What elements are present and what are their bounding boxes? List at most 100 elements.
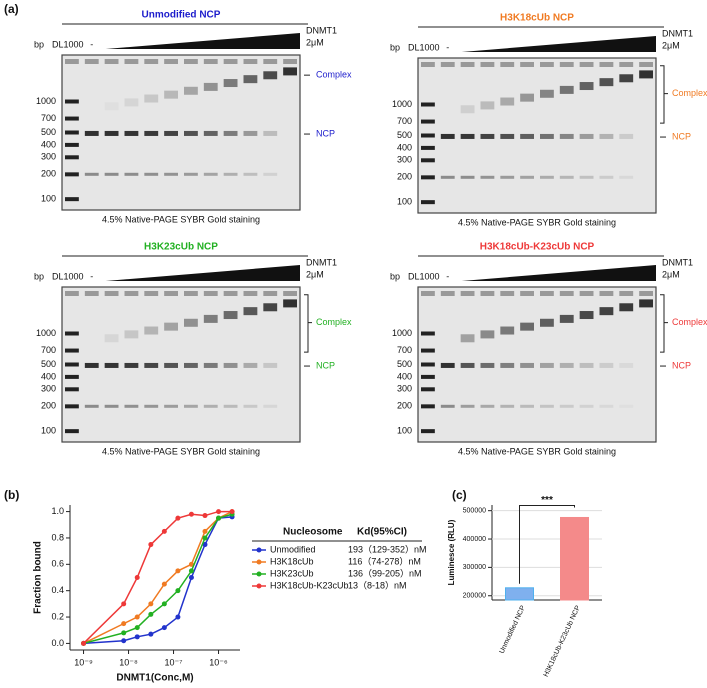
complex-band (184, 86, 198, 95)
well (639, 291, 653, 296)
marker-label: 300 (397, 155, 412, 165)
free-band (203, 172, 218, 176)
data-point (202, 542, 208, 548)
marker-label: 300 (397, 384, 412, 394)
complex-label: Complex (316, 70, 352, 80)
legend-dot (256, 547, 262, 553)
data-point (134, 634, 140, 640)
marker-label: 1000 (392, 328, 412, 338)
complex-band (283, 299, 297, 308)
titration-wedge (461, 265, 656, 281)
free-band (164, 404, 178, 408)
complex-band (104, 334, 119, 343)
ladder-band (65, 348, 79, 353)
ncp-band (579, 133, 594, 139)
data-point (148, 542, 154, 548)
titrant-label: DNMT1 (306, 257, 337, 267)
titrant-label: DNMT1 (662, 28, 693, 38)
ncp-band (440, 133, 455, 139)
ladder-band (65, 374, 79, 379)
sig-bracket (519, 504, 575, 584)
ladder-band (65, 142, 79, 147)
ncp-label: NCP (672, 360, 691, 370)
data-point (188, 575, 194, 580)
control-label: - (90, 271, 93, 281)
free-band (144, 404, 159, 408)
well (263, 59, 278, 64)
titrant-label: DNMT1 (662, 257, 693, 267)
well (223, 59, 238, 64)
gel-caption: 4.5% Native-PAGE SYBR Gold staining (458, 446, 616, 456)
data-point (148, 601, 154, 607)
free-band (579, 404, 594, 408)
y-tick-label: 0.8 (51, 532, 64, 542)
panel-label: (b) (4, 488, 19, 502)
data-point (188, 568, 194, 574)
free-band (144, 172, 159, 176)
well (84, 291, 99, 296)
ncp-band (619, 362, 634, 368)
complex-band (223, 79, 238, 88)
y-tick-label: 400000 (463, 536, 486, 543)
data-point (202, 535, 208, 541)
marker-label: 200 (41, 401, 56, 411)
free-band (263, 172, 278, 176)
conc-label: 2μM (306, 269, 324, 279)
well (559, 291, 574, 296)
y-tick-label: 500000 (463, 508, 486, 515)
ncp-band (559, 362, 574, 368)
free-band (480, 175, 495, 179)
data-point (134, 575, 140, 580)
data-point (202, 513, 208, 519)
complex-band (540, 89, 554, 98)
control-label: - (446, 271, 449, 281)
ncp-band (243, 362, 258, 368)
ladder-label: DL1000 (52, 271, 84, 281)
ncp-band (243, 130, 258, 136)
free-band (500, 404, 515, 408)
ncp-band (619, 133, 634, 139)
well (65, 291, 79, 296)
free-band (460, 175, 475, 179)
conc-label: 2μM (662, 40, 680, 50)
data-point (121, 630, 127, 636)
free-band (84, 172, 99, 176)
complex-bracket (660, 294, 668, 353)
legend-name: Unmodified (270, 544, 316, 554)
ncp-band (144, 130, 159, 136)
free-band (520, 175, 534, 179)
complex-band (263, 303, 278, 312)
marker-label: 300 (41, 384, 56, 394)
free-band (619, 405, 633, 408)
free-band (559, 175, 574, 179)
ladder-band (421, 119, 435, 124)
data-point (216, 515, 222, 521)
complex-band (619, 303, 634, 312)
ladder-band (65, 429, 79, 434)
free-band (223, 172, 238, 176)
free-band (599, 404, 614, 408)
free-band (263, 404, 278, 408)
well (104, 59, 119, 64)
free-band (480, 404, 495, 408)
marker-label: 1000 (36, 328, 56, 338)
complex-band (520, 322, 534, 331)
well (243, 291, 258, 296)
free-band (599, 175, 614, 179)
gel-title: H3K18cUb NCP (500, 13, 574, 24)
ladder-band (421, 387, 435, 392)
ncp-band (579, 362, 594, 368)
ncp-band (223, 130, 238, 136)
complex-band (639, 299, 653, 308)
well (65, 59, 79, 64)
y-tick-label: 0.4 (51, 585, 64, 595)
well (124, 59, 139, 64)
data-point (229, 509, 235, 515)
free-band (520, 404, 534, 408)
marker-label: 400 (397, 371, 412, 381)
free-band (579, 175, 594, 179)
ladder-band (421, 404, 435, 409)
x-tick-label: Unmodified NCP (499, 604, 528, 655)
data-point (134, 614, 140, 620)
ladder-band (65, 99, 79, 104)
